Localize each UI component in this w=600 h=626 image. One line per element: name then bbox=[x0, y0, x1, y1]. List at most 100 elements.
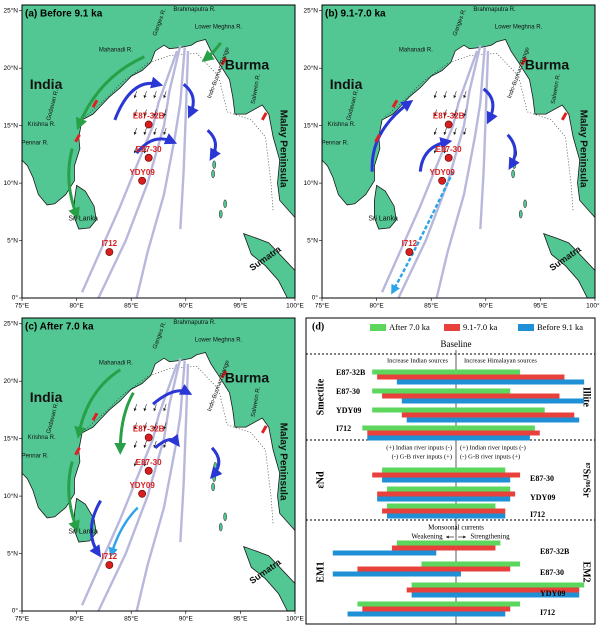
note: (+) Indian river inputs (-) bbox=[386, 444, 452, 451]
category-label: YDY09 bbox=[540, 589, 565, 598]
lat-tick-label: 20°N bbox=[3, 64, 18, 72]
land bbox=[243, 232, 295, 298]
site-marker bbox=[144, 120, 153, 129]
island bbox=[511, 169, 515, 179]
place-label: Mahanadi R. bbox=[399, 47, 433, 53]
lon-tick-label: 100°E bbox=[586, 302, 600, 310]
lon-tick-label: 85°E bbox=[124, 615, 139, 623]
lon-tick-label: 85°E bbox=[124, 302, 139, 310]
lon-tick-label: 90°E bbox=[179, 615, 194, 623]
legend-label: Before 9.1 ka bbox=[537, 322, 583, 332]
current-arrow bbox=[182, 83, 199, 119]
range-bar bbox=[367, 435, 530, 441]
range-bar bbox=[357, 601, 521, 607]
flow-arrow bbox=[143, 440, 147, 449]
range-bar bbox=[377, 491, 516, 497]
site-marker bbox=[144, 466, 153, 475]
lat-tick-label: 10°N bbox=[3, 492, 18, 500]
channel bbox=[135, 47, 186, 298]
section-left-label: Smectite bbox=[315, 378, 326, 415]
lon-tick-label: 95°E bbox=[233, 302, 248, 310]
category-label: E87-32B bbox=[540, 547, 570, 556]
current-arrow bbox=[154, 433, 180, 449]
current-arrow bbox=[135, 133, 178, 155]
lon-tick-label: 100°E bbox=[286, 615, 304, 623]
site-label: E87-30 bbox=[436, 145, 462, 154]
flow-arrow bbox=[163, 127, 167, 136]
site-label: E87-32B bbox=[133, 112, 165, 121]
channel bbox=[97, 44, 182, 298]
current-arrow bbox=[482, 87, 498, 125]
legend-swatch bbox=[370, 324, 386, 331]
current-arrow bbox=[391, 171, 455, 295]
lat-tick-label: 10°N bbox=[3, 179, 18, 187]
legend-label: After 7.0 ka bbox=[389, 322, 430, 332]
flow-arrow bbox=[143, 404, 147, 412]
place-label: Salween R. bbox=[251, 73, 262, 105]
flow-arrow bbox=[433, 91, 437, 99]
section-right-label: ⁸⁷Sr/⁸⁶Sr bbox=[581, 463, 592, 498]
site-marker bbox=[444, 120, 453, 129]
flow-arrow bbox=[153, 109, 157, 117]
site-marker bbox=[405, 248, 414, 256]
site-label: I712 bbox=[102, 239, 118, 248]
place-label: Malay Peninsula bbox=[277, 110, 288, 188]
channel bbox=[397, 44, 482, 298]
land bbox=[543, 232, 595, 298]
category-label: YDY09 bbox=[530, 493, 555, 502]
river-input bbox=[560, 112, 568, 121]
place-label: Brahmaputra R. bbox=[173, 7, 216, 13]
map-frame bbox=[321, 4, 596, 299]
range-bar bbox=[332, 571, 461, 577]
lon-tick-label: 100°E bbox=[286, 302, 304, 310]
map-content bbox=[22, 5, 295, 298]
place-label: Sri Lanka bbox=[68, 529, 98, 536]
lat-tick-label: 10°N bbox=[303, 179, 318, 187]
island bbox=[211, 169, 215, 179]
island bbox=[518, 209, 523, 219]
range-bar bbox=[382, 508, 506, 514]
current-arrow bbox=[89, 499, 102, 558]
current-arrow bbox=[108, 506, 139, 558]
flow-arrow bbox=[443, 109, 447, 117]
range-bar bbox=[332, 550, 437, 556]
flow-arrow bbox=[443, 127, 447, 136]
site-marker bbox=[144, 153, 153, 162]
site-marker bbox=[105, 561, 114, 569]
place-label: Burma bbox=[225, 57, 270, 73]
site-label: YDY09 bbox=[129, 481, 155, 490]
current-arrow bbox=[418, 137, 453, 172]
place-label: Lower Meghna R. bbox=[195, 24, 243, 30]
channel bbox=[135, 360, 186, 611]
site-label: E87-32B bbox=[433, 112, 465, 121]
island bbox=[523, 199, 527, 209]
legend-swatch bbox=[518, 324, 534, 331]
lat-tick-label: 0° bbox=[312, 294, 319, 302]
range-bar bbox=[362, 425, 535, 431]
range-bar bbox=[391, 545, 496, 551]
place-label: Burma bbox=[525, 57, 570, 73]
flow-arrow bbox=[163, 422, 167, 430]
lat-tick-label: 5°N bbox=[7, 236, 18, 244]
flow-arrow bbox=[433, 146, 437, 154]
site-marker bbox=[138, 176, 147, 185]
channel bbox=[97, 357, 182, 611]
site-marker bbox=[438, 176, 447, 185]
map-frame bbox=[21, 4, 296, 299]
note: (-) G-B river inputs (+) bbox=[460, 453, 520, 460]
flow-arrow bbox=[133, 146, 137, 154]
flow-arrow bbox=[143, 109, 147, 117]
place-label: Pennar R. bbox=[22, 140, 49, 146]
flow-arrow bbox=[143, 422, 147, 430]
site-marker bbox=[144, 433, 153, 442]
flow-arrow bbox=[433, 127, 437, 136]
range-bar bbox=[382, 467, 506, 473]
place-label: Brahmaputra R. bbox=[473, 7, 516, 13]
river-input bbox=[91, 412, 99, 422]
flow-arrow bbox=[163, 404, 167, 412]
flow-arrow bbox=[133, 422, 137, 430]
river-input bbox=[391, 99, 399, 109]
place-label: Salween R. bbox=[551, 73, 562, 105]
place-label: India bbox=[30, 76, 63, 92]
